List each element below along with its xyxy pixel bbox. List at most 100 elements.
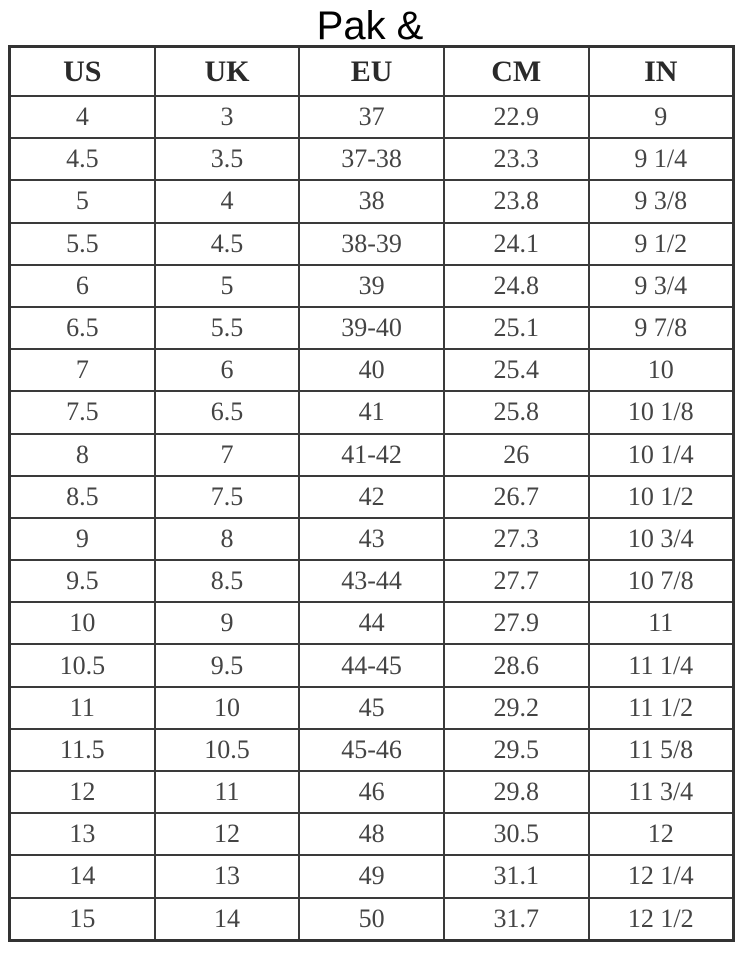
- column-header-uk: UK: [153, 45, 301, 97]
- cell-eu: 48: [298, 812, 445, 857]
- table-row: 11.5 10.5 45-46 29.5 11 5/8: [8, 727, 735, 773]
- cell-eu: 40: [298, 348, 445, 393]
- cell-us: 9: [8, 516, 156, 562]
- cell-us: 14: [8, 854, 156, 899]
- column-header-in: IN: [587, 45, 735, 97]
- cell-in: 10 1/4: [587, 432, 735, 477]
- table-row: 8.5 7.5 42 26.7 10 1/2: [8, 474, 735, 519]
- cell-eu: 39-40: [298, 305, 445, 351]
- cell-uk: 9.5: [153, 643, 301, 688]
- cell-cm: 29.8: [442, 769, 590, 815]
- table-row: 7 6 40 25.4 10: [8, 348, 735, 393]
- table-row: 9.5 8.5 43-44 27.7 10 7/8: [8, 559, 735, 604]
- cell-eu: 38: [298, 179, 445, 224]
- table-row: 8 7 41-42 26 10 1/4: [8, 432, 735, 477]
- cell-eu: 43-44: [298, 559, 445, 604]
- table-row: 10 9 44 27.9 11: [8, 601, 735, 646]
- cell-uk: 8.5: [153, 559, 301, 604]
- cell-uk: 11: [153, 769, 301, 815]
- cell-cm: 28.6: [442, 643, 590, 688]
- cell-cm: 26.7: [442, 474, 590, 519]
- cell-in: 11 1/2: [587, 685, 735, 730]
- cell-in: 12 1/4: [587, 854, 735, 899]
- cell-eu: 49: [298, 854, 445, 899]
- table-row: 5.5 4.5 38-39 24.1 9 1/2: [8, 221, 735, 266]
- cell-uk: 6: [153, 348, 301, 393]
- table-row: 14 13 49 31.1 12 1/4: [8, 854, 735, 899]
- cell-eu: 44-45: [298, 643, 445, 688]
- cell-cm: 23.8: [442, 179, 590, 224]
- cell-cm: 24.1: [442, 221, 590, 266]
- cell-eu: 50: [298, 896, 445, 942]
- cell-eu: 41: [298, 390, 445, 435]
- header-row: US UK EU CM IN: [8, 45, 735, 97]
- cell-uk: 14: [153, 896, 301, 942]
- page-title: Pak &: [316, 4, 424, 48]
- cell-cm: 29.2: [442, 685, 590, 730]
- cell-cm: 31.7: [442, 896, 590, 942]
- table-row: 15 14 50 31.7 12 1/2: [8, 896, 735, 942]
- cell-us: 10: [8, 601, 156, 646]
- cell-uk: 6.5: [153, 390, 301, 435]
- cell-us: 7.5: [8, 390, 156, 435]
- cell-cm: 24.8: [442, 263, 590, 308]
- cell-us: 6.5: [8, 305, 156, 351]
- cell-in: 11 5/8: [587, 727, 735, 773]
- cell-in: 10 1/8: [587, 390, 735, 435]
- cell-cm: 25.1: [442, 305, 590, 351]
- cell-cm: 26: [442, 432, 590, 477]
- cell-eu: 39: [298, 263, 445, 308]
- cell-in: 10 7/8: [587, 559, 735, 604]
- cell-us: 4.5: [8, 137, 156, 182]
- cell-us: 5: [8, 179, 156, 224]
- size-chart-table: US UK EU CM IN 4 3 37 22.9 9 4.5 3.5 37-38 23.3 9 1/4…: [8, 45, 735, 942]
- table-row: 6.5 5.5 39-40 25.1 9 7/8: [8, 305, 735, 351]
- table-row: 4.5 3.5 37-38 23.3 9 1/4: [8, 137, 735, 182]
- cell-eu: 46: [298, 769, 445, 815]
- cell-cm: 31.1: [442, 854, 590, 899]
- cell-cm: 27.9: [442, 601, 590, 646]
- column-header-us: US: [8, 45, 156, 97]
- cell-in: 12: [587, 812, 735, 857]
- cell-in: 9 3/8: [587, 179, 735, 224]
- cell-in: 9: [587, 94, 735, 140]
- cell-in: 10 1/2: [587, 474, 735, 519]
- cell-uk: 7: [153, 432, 301, 477]
- cell-uk: 4.5: [153, 221, 301, 266]
- cell-in: 11 1/4: [587, 643, 735, 688]
- table-row: 10.5 9.5 44-45 28.6 11 1/4: [8, 643, 735, 688]
- cell-uk: 8: [153, 516, 301, 562]
- cell-uk: 9: [153, 601, 301, 646]
- cell-eu: 45-46: [298, 727, 445, 773]
- cell-us: 9.5: [8, 559, 156, 604]
- cell-cm: 27.3: [442, 516, 590, 562]
- cell-us: 5.5: [8, 221, 156, 266]
- cell-uk: 13: [153, 854, 301, 899]
- cell-uk: 10.5: [153, 727, 301, 773]
- table-row: 5 4 38 23.8 9 3/8: [8, 179, 735, 224]
- table-row: 6 5 39 24.8 9 3/4: [8, 263, 735, 308]
- cell-eu: 37: [298, 94, 445, 140]
- cell-uk: 3.5: [153, 137, 301, 182]
- cell-uk: 12: [153, 812, 301, 857]
- column-header-cm: CM: [442, 45, 590, 97]
- cell-cm: 25.8: [442, 390, 590, 435]
- table-row: 12 11 46 29.8 11 3/4: [8, 769, 735, 815]
- cell-eu: 41-42: [298, 432, 445, 477]
- cell-eu: 38-39: [298, 221, 445, 266]
- cell-us: 6: [8, 263, 156, 308]
- cell-eu: 42: [298, 474, 445, 519]
- cell-cm: 22.9: [442, 94, 590, 140]
- cell-eu: 37-38: [298, 137, 445, 182]
- cell-cm: 23.3: [442, 137, 590, 182]
- cell-eu: 45: [298, 685, 445, 730]
- cell-in: 11: [587, 601, 735, 646]
- cell-uk: 10: [153, 685, 301, 730]
- table-row: 11 10 45 29.2 11 1/2: [8, 685, 735, 730]
- cell-in: 10: [587, 348, 735, 393]
- cell-cm: 30.5: [442, 812, 590, 857]
- cell-us: 15: [8, 896, 156, 942]
- table-row: 4 3 37 22.9 9: [8, 94, 735, 140]
- cell-in: 10 3/4: [587, 516, 735, 562]
- cell-us: 11: [8, 685, 156, 730]
